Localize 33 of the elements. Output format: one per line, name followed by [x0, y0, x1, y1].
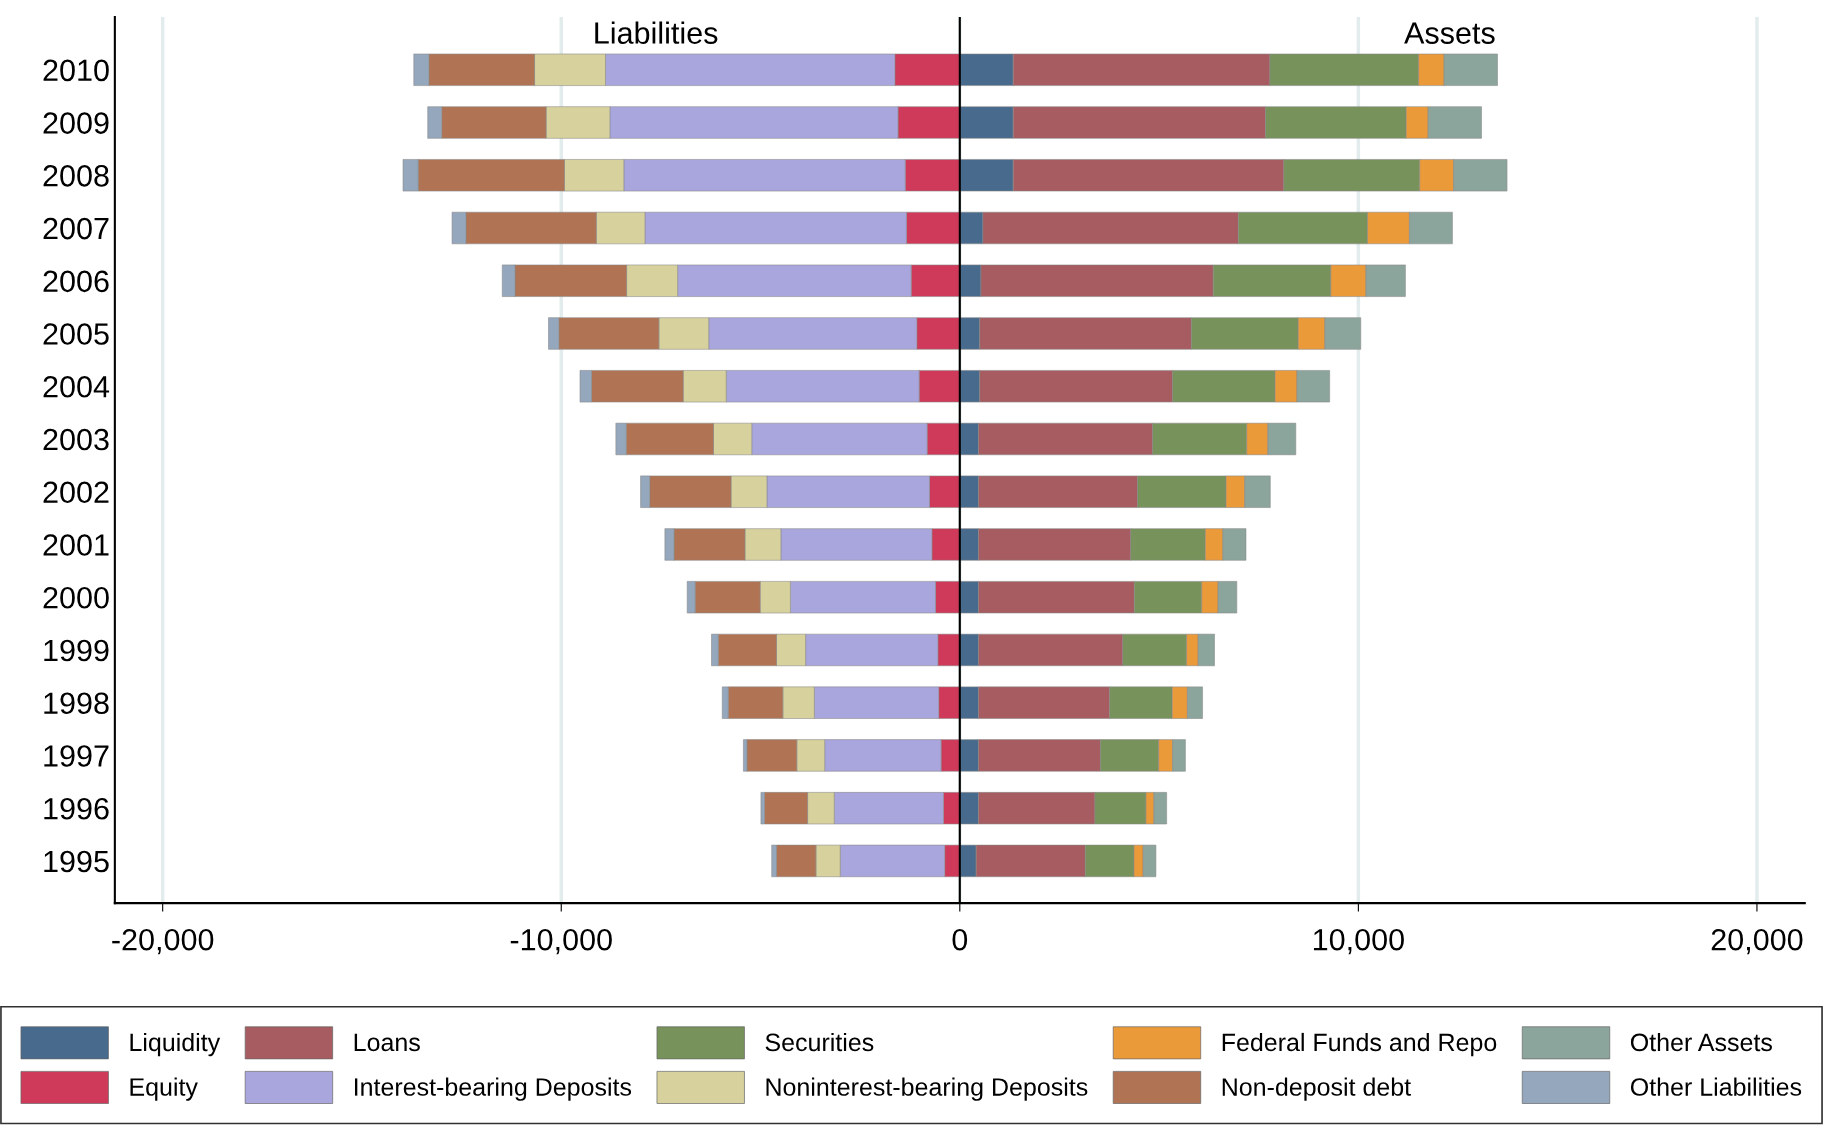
legend-label: Noninterest-bearing Deposits [766, 1077, 1088, 1101]
x-tick-label: 20,000 [1711, 928, 1803, 955]
y-tick-label: 1999 [44, 639, 109, 662]
x-tick-label: -10,000 [510, 928, 612, 955]
legend-label: Other Liabilities [1630, 1077, 1802, 1096]
legend-label: Equity [130, 1077, 198, 1101]
y-tick-label: 2003 [43, 428, 109, 451]
legend-label: Interest-bearing Deposits [354, 1077, 632, 1101]
legend-label: Securities [765, 1032, 874, 1052]
y-tick-label: 2007 [43, 217, 109, 240]
legend-label: Federal Funds and Repo [1222, 1032, 1497, 1057]
annotation: Liabilities [595, 21, 718, 44]
y-tick-label: 1998 [44, 692, 109, 715]
y-tick-label: 2005 [43, 323, 109, 345]
y-tick-label: 1996 [44, 797, 109, 820]
y-tick-label: 1997 [44, 745, 109, 767]
y-tick-label: 2000 [43, 586, 109, 609]
legend-label: Liquidity [130, 1032, 221, 1057]
y-tick-label: 2002 [43, 481, 109, 504]
y-tick-label: 2009 [43, 112, 109, 134]
y-tick-label: 2004 [43, 375, 110, 398]
legend-label: Other Assets [1630, 1032, 1772, 1052]
x-tick-label: 0 [952, 928, 968, 951]
y-tick-label: 2008 [43, 165, 109, 187]
annotation: Assets [1404, 22, 1495, 44]
y-tick-label: 1995 [44, 850, 109, 873]
y-tick-label: 2006 [43, 270, 109, 293]
legend-label: Non-deposit debt [1222, 1077, 1411, 1101]
legend-label: Loans [354, 1033, 420, 1052]
y-tick-label: 2001 [43, 534, 109, 556]
y-tick-label: 2010 [43, 59, 109, 82]
x-tick-label: 10,000 [1313, 928, 1404, 955]
x-tick-label: -20,000 [112, 928, 214, 955]
